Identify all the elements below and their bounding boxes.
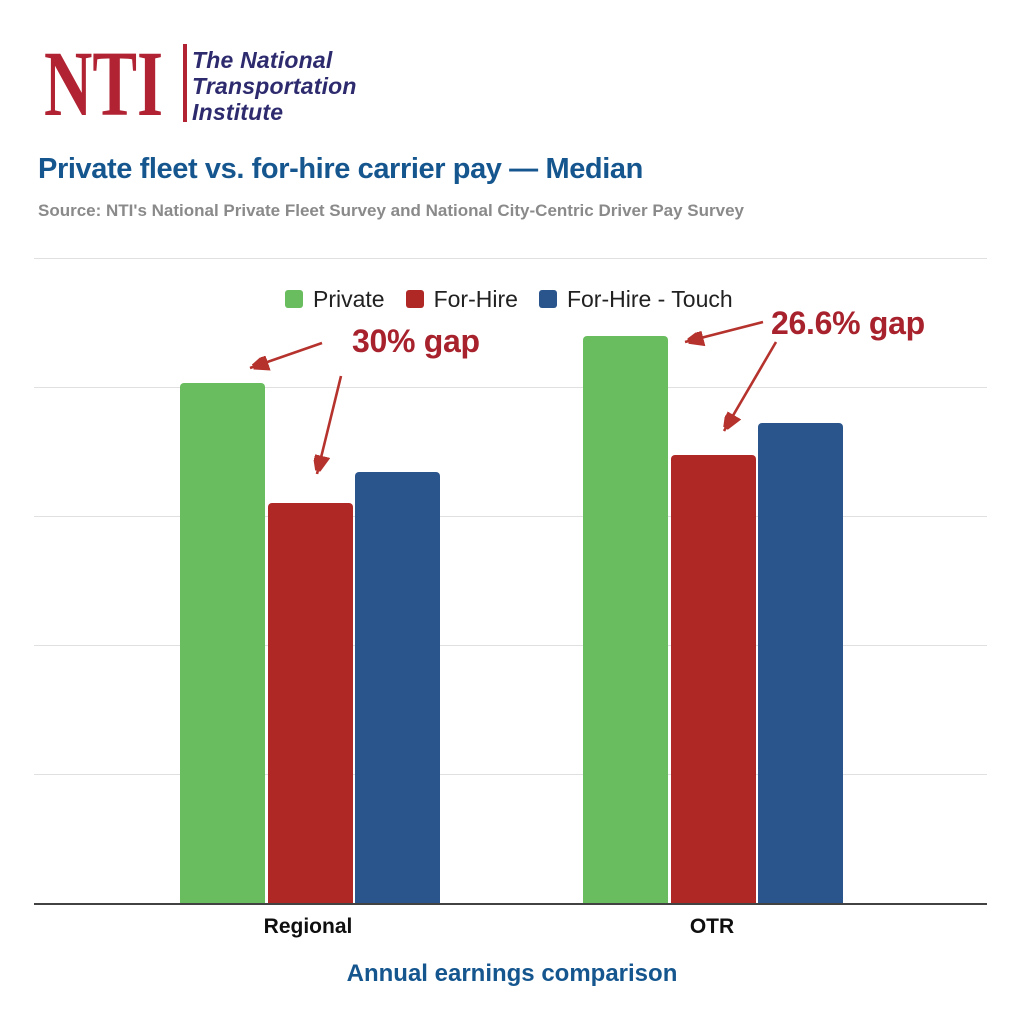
gridline <box>34 258 987 260</box>
legend: Private For-Hire For-Hire - Touch <box>285 287 733 311</box>
bar-regional-private <box>180 382 265 903</box>
bar-regional-for-hire-touch <box>355 471 441 903</box>
bar-regional-for-hire <box>267 502 353 903</box>
logo-institute-name: The National Transportation Institute <box>192 47 357 125</box>
legend-item-for-hire-touch: For-Hire - Touch <box>538 286 733 312</box>
logo-name-line-1: The National <box>192 47 333 73</box>
logo-nti-text: NTI <box>44 33 164 136</box>
legend-swatch-for-hire <box>405 290 424 308</box>
legend-label-for-hire-touch: For-Hire - Touch <box>566 286 733 312</box>
logo-name-line-2: Transportation <box>192 73 357 99</box>
plot-area <box>34 258 987 905</box>
gridline <box>34 774 987 776</box>
bar-otr-private <box>583 335 668 903</box>
gridline <box>34 516 987 518</box>
annotation-regional-gap: 30% gap <box>352 323 480 359</box>
x-axis-line <box>34 902 987 905</box>
logo-name-line-3: Institute <box>192 99 284 125</box>
legend-item-private: Private <box>285 287 385 311</box>
legend-swatch-for-hire-touch <box>538 290 557 308</box>
bar-otr-for-hire <box>670 454 756 903</box>
source-note: Source: NTI's National Private Fleet Sur… <box>38 201 744 220</box>
legend-item-for-hire: For-Hire <box>405 286 518 312</box>
annotation-otr-gap: 26.6% gap <box>771 305 925 341</box>
legend-label-for-hire: For-Hire <box>433 286 518 312</box>
gridline <box>34 387 987 389</box>
legend-label-private: Private <box>313 286 385 312</box>
gridline <box>34 645 987 647</box>
logo-divider <box>183 44 187 122</box>
category-label-otr: OTR <box>689 915 735 938</box>
category-label-regional: Regional <box>263 915 353 938</box>
legend-swatch-private <box>285 290 303 308</box>
page-title: Private fleet vs. for-hire carrier pay —… <box>38 153 643 185</box>
x-axis-title: Annual earnings comparison <box>346 960 678 987</box>
bar-otr-for-hire-touch <box>758 422 844 903</box>
